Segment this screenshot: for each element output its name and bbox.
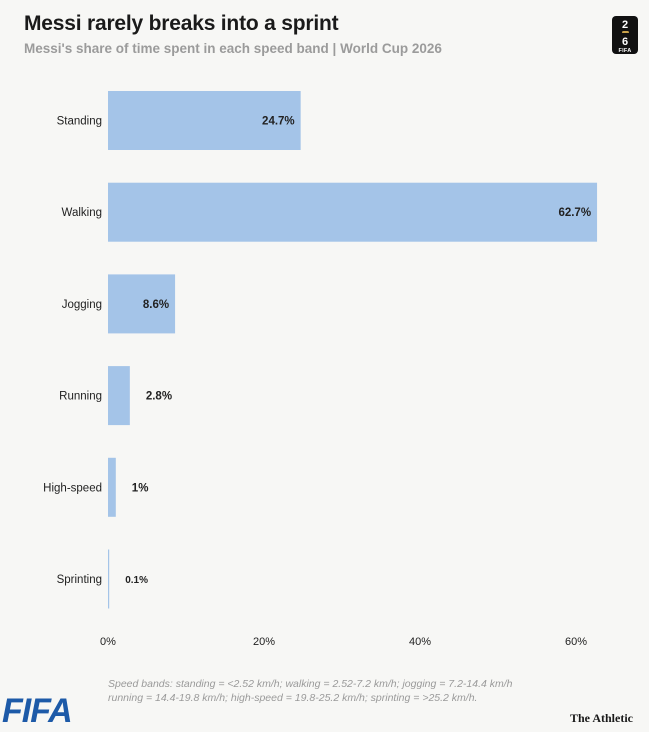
- data-label: 8.6%: [143, 299, 169, 311]
- data-label: 1%: [132, 482, 149, 494]
- publisher-logo: The Athletic: [570, 711, 633, 725]
- category-label: High-speed: [43, 482, 102, 494]
- category-label: Running: [59, 391, 102, 403]
- x-tick-label: 0%: [100, 636, 116, 648]
- bar-jogging: [108, 274, 176, 334]
- footnote: Speed bands: standing = <2.52 km/h; walk…: [108, 677, 548, 705]
- data-label: 62.7%: [558, 207, 591, 219]
- category-label: Jogging: [62, 299, 102, 311]
- logo-digit-bottom: 6: [621, 36, 629, 48]
- logo-label: FIFA: [618, 48, 632, 54]
- data-label: 0.1%: [125, 575, 148, 586]
- chart-title: Messi rarely breaks into a sprint: [24, 12, 339, 35]
- x-tick-label: 20%: [253, 636, 275, 648]
- category-label: Walking: [62, 207, 102, 219]
- bar-standing: [108, 91, 301, 150]
- trophy-icon: [621, 31, 629, 33]
- fifa-logo: FIFA: [2, 692, 73, 730]
- bar-high-speed: [108, 457, 116, 517]
- data-label: 2.8%: [146, 391, 172, 403]
- bar-walking: [108, 182, 598, 242]
- footnote-line-2: running = 14.4-19.8 km/h; high-speed = 1…: [108, 692, 478, 704]
- x-tick-label: 40%: [409, 636, 431, 648]
- world-cup-logo: 2 6 FIFA: [612, 16, 638, 54]
- logo-digit-top: 2: [621, 19, 629, 31]
- bar-sprinting: [108, 549, 110, 609]
- footnote-line-1: Speed bands: standing = <2.52 km/h; walk…: [108, 678, 513, 690]
- category-label: Standing: [57, 116, 102, 128]
- category-label: Sprinting: [57, 574, 102, 586]
- chart-subtitle: Messi's share of time spent in each spee…: [24, 41, 442, 56]
- x-tick-label: 60%: [565, 636, 587, 648]
- bar-running: [108, 366, 130, 426]
- data-label: 24.7%: [262, 116, 295, 128]
